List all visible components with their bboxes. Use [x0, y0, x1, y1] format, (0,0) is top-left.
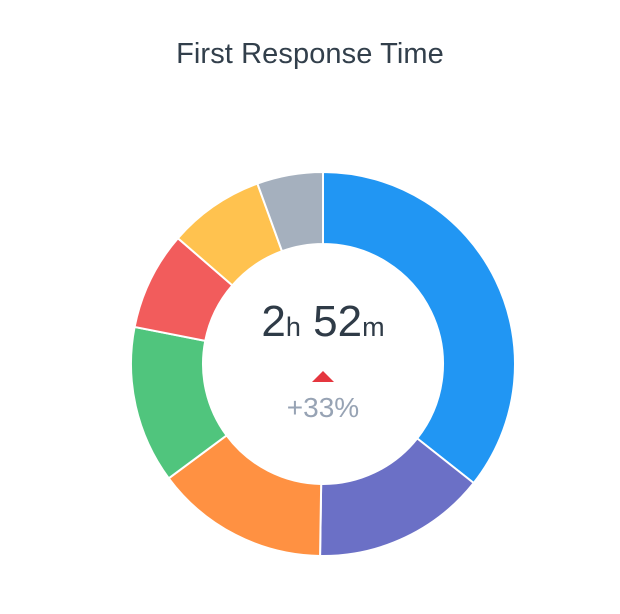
chart-title: First Response Time [176, 38, 444, 70]
duration-hours: 2 [261, 297, 286, 346]
donut-segment-1[interactable] [322, 170, 516, 485]
donut-center: 2h 52m +33% [208, 292, 438, 424]
donut-segment-7[interactable] [256, 170, 324, 253]
duration-hours-unit: h [285, 312, 301, 342]
trend-up-icon [312, 371, 334, 382]
change-percent: +33% [286, 392, 360, 423]
duration-value: 2h 52m [208, 292, 438, 357]
duration-minutes-unit: m [362, 312, 385, 342]
duration-minutes: 52 [313, 297, 363, 346]
